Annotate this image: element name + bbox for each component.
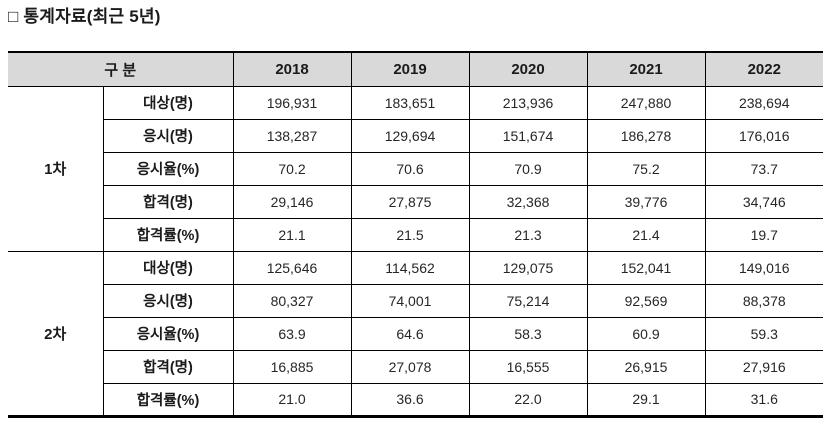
page-title: □ 통계자료(최근 5년) xyxy=(8,7,161,26)
table-body: 1차 대상(명) 196,931 183,651 213,936 247,880 238,6… xyxy=(8,85,823,417)
header-year: 2021 xyxy=(586,51,706,87)
header-year: 2020 xyxy=(468,51,588,87)
cell-value: 75,214 xyxy=(468,283,588,318)
table-row: 합격률(%) 21.1 21.5 21.3 21.4 19.7 xyxy=(8,217,823,252)
cell-value: 114,562 xyxy=(350,250,470,285)
cell-value: 88,378 xyxy=(704,283,823,318)
cell-value: 26,915 xyxy=(586,349,706,384)
row-label: 합격률(%) xyxy=(102,382,234,417)
cell-value: 80,327 xyxy=(232,283,352,318)
cell-value: 74,001 xyxy=(350,283,470,318)
cell-value: 238,694 xyxy=(704,85,823,120)
cell-value: 39,776 xyxy=(586,184,706,219)
cell-value: 63.9 xyxy=(232,316,352,351)
table-row: 응시(명) 80,327 74,001 75,214 92,569 88,378 xyxy=(8,283,823,318)
table-header-row: 구 분 2018 2019 2020 2021 2022 xyxy=(8,51,823,87)
cell-value: 32,368 xyxy=(468,184,588,219)
cell-value: 70.2 xyxy=(232,151,352,186)
cell-value: 21.3 xyxy=(468,217,588,252)
row-label: 대상(명) xyxy=(102,250,234,285)
row-label: 합격(명) xyxy=(102,349,234,384)
table-row: 응시(명) 138,287 129,694 151,674 186,278 176,016 xyxy=(8,118,823,153)
cell-value: 31.6 xyxy=(704,382,823,417)
section-label: 1차 xyxy=(8,85,104,252)
row-label: 응시(명) xyxy=(102,118,234,153)
cell-value: 151,674 xyxy=(468,118,588,153)
row-label: 대상(명) xyxy=(102,85,234,120)
cell-value: 36.6 xyxy=(350,382,470,417)
table-row: 합격률(%) 21.0 36.6 22.0 29.1 31.6 xyxy=(8,382,823,417)
cell-value: 60.9 xyxy=(586,316,706,351)
cell-value: 176,016 xyxy=(704,118,823,153)
cell-value: 196,931 xyxy=(232,85,352,120)
cell-value: 29.1 xyxy=(586,382,706,417)
table-row: 응시율(%) 63.9 64.6 58.3 60.9 59.3 xyxy=(8,316,823,351)
cell-value: 75.2 xyxy=(586,151,706,186)
row-label: 응시(명) xyxy=(102,283,234,318)
cell-value: 27,916 xyxy=(704,349,823,384)
header-category: 구 분 xyxy=(8,51,234,87)
table-row: 합격(명) 29,146 27,875 32,368 39,776 34,746 xyxy=(8,184,823,219)
cell-value: 125,646 xyxy=(232,250,352,285)
cell-value: 58.3 xyxy=(468,316,588,351)
cell-value: 27,078 xyxy=(350,349,470,384)
cell-value: 247,880 xyxy=(586,85,706,120)
cell-value: 59.3 xyxy=(704,316,823,351)
row-label: 합격률(%) xyxy=(102,217,234,252)
cell-value: 213,936 xyxy=(468,85,588,120)
cell-value: 129,694 xyxy=(350,118,470,153)
header-year: 2022 xyxy=(704,51,823,87)
cell-value: 149,016 xyxy=(704,250,823,285)
cell-value: 22.0 xyxy=(468,382,588,417)
header-year: 2018 xyxy=(232,51,352,87)
cell-value: 27,875 xyxy=(350,184,470,219)
cell-value: 21.0 xyxy=(232,382,352,417)
cell-value: 129,075 xyxy=(468,250,588,285)
header-year: 2019 xyxy=(350,51,470,87)
row-label: 응시율(%) xyxy=(102,151,234,186)
cell-value: 73.7 xyxy=(704,151,823,186)
table-row: 응시율(%) 70.2 70.6 70.9 75.2 73.7 xyxy=(8,151,823,186)
table-row: 합격(명) 16,885 27,078 16,555 26,915 27,916 xyxy=(8,349,823,384)
cell-value: 19.7 xyxy=(704,217,823,252)
cell-value: 138,287 xyxy=(232,118,352,153)
cell-value: 64.6 xyxy=(350,316,470,351)
cell-value: 29,146 xyxy=(232,184,352,219)
cell-value: 92,569 xyxy=(586,283,706,318)
cell-value: 152,041 xyxy=(586,250,706,285)
cell-value: 16,555 xyxy=(468,349,588,384)
cell-value: 21.1 xyxy=(232,217,352,252)
cell-value: 183,651 xyxy=(350,85,470,120)
cell-value: 21.4 xyxy=(586,217,706,252)
row-label: 응시율(%) xyxy=(102,316,234,351)
section-label: 2차 xyxy=(8,250,104,417)
table-row: 1차 대상(명) 196,931 183,651 213,936 247,880 238,6… xyxy=(8,85,823,252)
cell-value: 70.9 xyxy=(468,151,588,186)
cell-value: 34,746 xyxy=(704,184,823,219)
cell-value: 21.5 xyxy=(350,217,470,252)
row-label: 합격(명) xyxy=(102,184,234,219)
table-row: 2차 대상(명) 125,646 114,562 129,075 152,041 149,0… xyxy=(8,250,823,417)
cell-value: 16,885 xyxy=(232,349,352,384)
cell-value: 186,278 xyxy=(586,118,706,153)
cell-value: 70.6 xyxy=(350,151,470,186)
statistics-table: 구 분 2018 2019 2020 2021 2022 1차 대상(명) 196,931 1… xyxy=(8,51,823,418)
